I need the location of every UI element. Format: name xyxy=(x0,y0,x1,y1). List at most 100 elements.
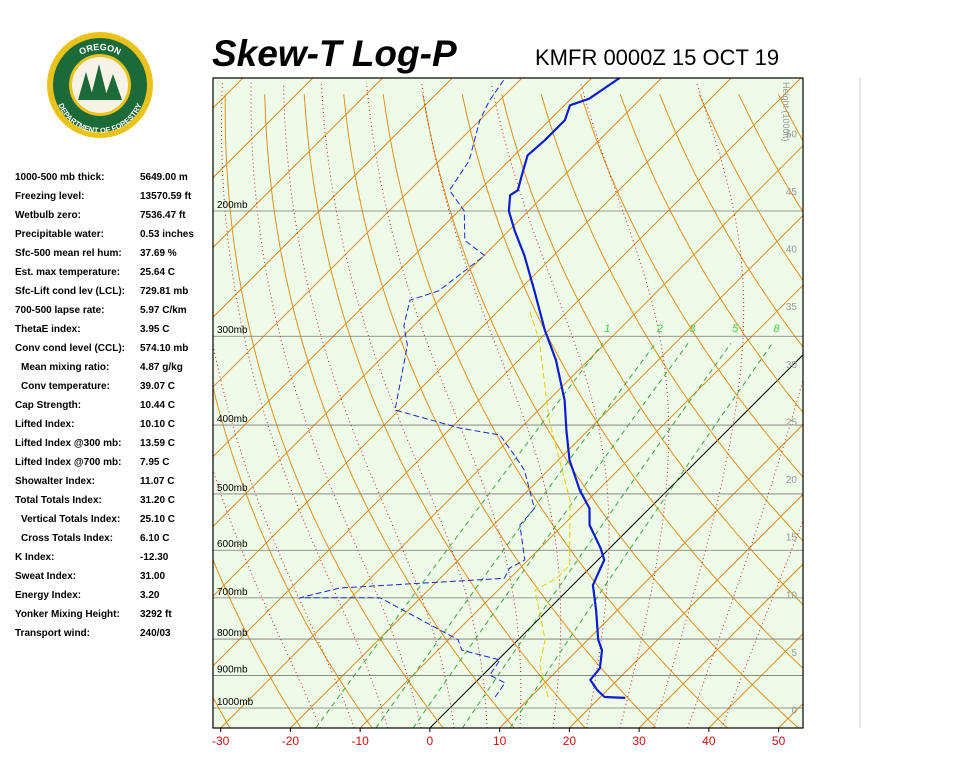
stat-value: 7536.47 ft xyxy=(140,210,186,221)
isotherm xyxy=(213,78,523,388)
logo-top-text: OREGON xyxy=(77,42,122,57)
height-tick-label: 30 xyxy=(786,360,798,371)
dry-adiabat xyxy=(777,93,803,142)
y-tick-label: 700mb xyxy=(217,587,248,598)
stat-label: Lifted Index @300 mb: xyxy=(15,438,121,449)
y-tick-label: 500mb xyxy=(217,483,248,494)
y-tick-label: 800mb xyxy=(217,628,248,639)
dry-adiabat xyxy=(857,94,960,728)
isotherm xyxy=(429,354,803,728)
dry-adiabat xyxy=(580,94,803,478)
stat-value: 4.87 g/kg xyxy=(140,362,183,373)
stat-label: Transport wind: xyxy=(15,628,90,639)
isotherm xyxy=(220,144,803,728)
isotherm xyxy=(213,78,453,318)
dry-adiabat xyxy=(213,558,302,728)
stat-label: Showalter Index: xyxy=(15,476,95,487)
stat-label: Energy Index: xyxy=(15,590,81,601)
stat-label: Cross Totals Index: xyxy=(21,533,113,544)
stat-value: 13.59 C xyxy=(140,438,175,449)
height-tick-label: 10 xyxy=(786,590,798,601)
stat-value: 240/03 xyxy=(140,628,171,639)
stat-value: 7.95 C xyxy=(140,457,169,468)
moist-adiabat xyxy=(213,342,355,728)
dry-adiabat xyxy=(224,94,444,728)
height-tick-label: 40 xyxy=(786,245,798,256)
mixing-ratio-label: 1 xyxy=(604,323,610,335)
stat-label: Conv temperature: xyxy=(21,381,110,392)
height-tick-label: 25 xyxy=(786,417,798,428)
stat-value: 5649.00 m xyxy=(140,172,188,183)
stat-label: Sweat Index: xyxy=(15,571,76,582)
stat-label: Freezing level: xyxy=(15,191,84,202)
dry-adiabat xyxy=(659,94,803,348)
stat-value: 574.10 mb xyxy=(140,343,188,354)
mixing-ratio-label: 8 xyxy=(773,323,780,335)
stat-value: 13570.59 ft xyxy=(140,191,192,202)
stat-label: Vertical Totals Index: xyxy=(21,514,120,525)
stat-value: 31.20 C xyxy=(140,495,175,506)
profile-line xyxy=(528,310,571,698)
stat-label: ThetaE index: xyxy=(15,324,81,335)
stat-value: 0.53 inches xyxy=(140,229,194,240)
isotherm xyxy=(569,493,803,728)
dry-adiabat xyxy=(540,94,803,542)
stat-value: 3.95 C xyxy=(140,324,169,335)
x-tick-label: 30 xyxy=(632,734,646,748)
mixing-ratio-line xyxy=(509,343,773,728)
stat-label: Wetbulb zero: xyxy=(15,210,81,221)
x-tick-label: -10 xyxy=(351,734,369,748)
mixing-ratio-line xyxy=(461,343,732,728)
isotherm xyxy=(213,78,732,597)
logo-top-path: OREGON xyxy=(77,42,122,57)
stat-value: -12.30 xyxy=(140,552,169,563)
y-tick-label: 1000mb xyxy=(217,697,254,708)
stat-label: Lifted Index: xyxy=(15,419,74,430)
stat-value: 10.44 C xyxy=(140,400,175,411)
isotherm xyxy=(848,78,960,728)
dry-adiabat xyxy=(343,94,657,728)
stat-label: Mean mixing ratio: xyxy=(21,362,109,373)
dry-adiabat xyxy=(213,385,373,728)
height-tick-label: 15 xyxy=(786,533,798,544)
isotherm xyxy=(499,423,803,728)
moist-adiabat xyxy=(283,82,455,728)
stat-value: 25.64 C xyxy=(140,267,175,278)
stat-label: 700-500 lapse rate: xyxy=(15,305,105,316)
stat-label: Lifted Index @700 mb: xyxy=(15,457,121,468)
dry-adiabat xyxy=(619,94,803,414)
stat-label: K Index: xyxy=(15,552,54,563)
height-axis-label: Height (1000ft) xyxy=(781,82,791,142)
isotherm xyxy=(778,702,803,728)
isotherm xyxy=(213,78,802,667)
mixing-ratio-label: 5 xyxy=(732,323,739,335)
stat-label: Precipitable water: xyxy=(15,229,104,240)
stat-value: 39.07 C xyxy=(140,381,175,392)
logo-trees xyxy=(78,64,122,100)
stat-value: 11.07 C xyxy=(140,476,174,487)
dry-adiabat xyxy=(382,94,728,728)
isotherm xyxy=(290,214,803,728)
stat-label: 1000-500 mb thick: xyxy=(15,172,105,183)
x-tick-label: -30 xyxy=(212,734,230,748)
isotherm xyxy=(359,284,803,728)
y-tick-label: 200mb xyxy=(217,200,248,211)
stat-label: Cap Strength: xyxy=(15,400,81,411)
height-tick-label: 5 xyxy=(791,648,797,659)
height-tick-label: 35 xyxy=(786,302,798,313)
dry-adiabat xyxy=(264,94,515,728)
stat-label: Conv cond level (CCL): xyxy=(15,343,125,354)
stat-value: 3.20 xyxy=(140,590,160,601)
stat-value: 6.10 C xyxy=(140,533,169,544)
chart-title: Skew-T Log-P xyxy=(212,33,457,74)
stat-label: Sfc-500 mean rel hum: xyxy=(15,248,122,259)
mixing-ratio-line xyxy=(375,343,656,728)
y-tick-label: 900mb xyxy=(217,664,248,675)
stat-value: 729.81 mb xyxy=(140,286,188,297)
stat-value: 37.69 % xyxy=(140,248,177,259)
mixing-ratio-line xyxy=(412,343,689,728)
isotherm xyxy=(638,563,803,728)
plot-frame xyxy=(212,77,804,729)
